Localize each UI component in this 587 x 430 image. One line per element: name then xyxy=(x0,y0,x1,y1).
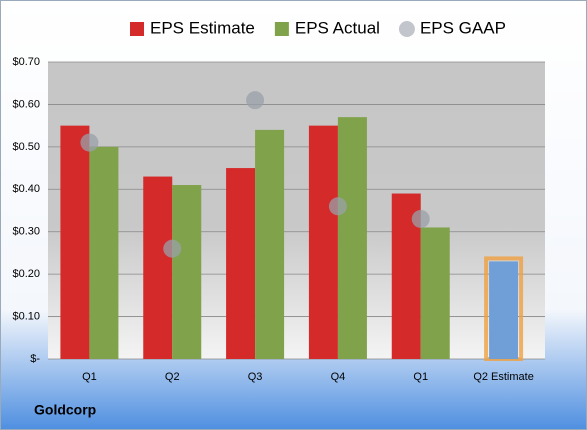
y-tick-label: $- xyxy=(30,353,40,365)
bar xyxy=(143,176,173,359)
legend-label: EPS Actual xyxy=(295,18,380,37)
legend-label: EPS Estimate xyxy=(150,18,255,37)
gaap-marker xyxy=(328,197,347,216)
x-tick-label: Q4 xyxy=(331,371,346,383)
legend-label: EPS GAAP xyxy=(420,18,506,37)
x-tick-label: Q1 xyxy=(413,371,428,383)
x-tick-label: Q3 xyxy=(248,371,263,383)
bar xyxy=(489,261,519,359)
y-tick-label: $0.60 xyxy=(12,98,40,110)
legend-swatch xyxy=(274,22,289,36)
x-tick-label: Q1 xyxy=(82,371,97,383)
legend-swatch xyxy=(398,21,415,37)
y-tick-label: $0.70 xyxy=(12,56,40,68)
bar xyxy=(226,168,256,359)
y-tick-label: $0.50 xyxy=(12,141,40,153)
footer: Goldcorp xyxy=(34,402,96,418)
bar xyxy=(60,125,90,360)
legend-swatch xyxy=(130,22,144,36)
y-tick-label: $0.10 xyxy=(12,310,40,322)
y-tick-label: $0.40 xyxy=(12,183,40,195)
x-tick-label: Q2 Estimate xyxy=(473,371,534,383)
gaap-marker xyxy=(163,239,182,258)
plot-area xyxy=(48,62,545,359)
y-tick-label: $0.30 xyxy=(12,226,40,238)
x-tick-label: Q2 xyxy=(165,371,180,383)
bar xyxy=(308,125,338,360)
legend: EPS Estimate EPS Actual EPS GAAP xyxy=(130,18,506,37)
bar xyxy=(89,146,119,359)
y-tick-label: $0.20 xyxy=(12,268,40,280)
bar xyxy=(172,185,202,359)
bar xyxy=(420,227,450,359)
gaap-marker xyxy=(411,209,430,228)
gaap-marker xyxy=(80,133,99,152)
bar xyxy=(255,129,285,359)
gaap-marker xyxy=(246,91,265,110)
bar xyxy=(337,117,367,360)
